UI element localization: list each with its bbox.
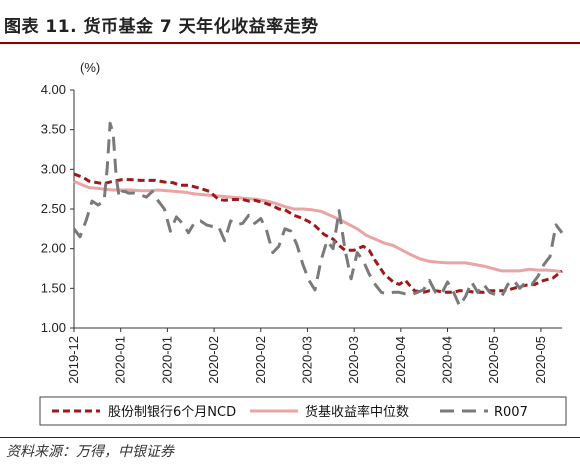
x-tick-label: 2020-03	[299, 336, 314, 384]
y-tick-label: 2.00	[41, 241, 66, 256]
title-divider	[0, 42, 580, 44]
x-tick-label: 2020-05	[486, 336, 501, 384]
chart-axes: 4.00 3.50 3.00 2.50 2.00 1.50 1.00 (%) 2019-12 20…	[41, 60, 562, 384]
y-tick-label: 1.00	[41, 320, 66, 335]
y-axis-unit-label: (%)	[80, 60, 100, 75]
x-tick-label: 2019-12	[66, 336, 81, 384]
y-tick-label: 3.00	[41, 161, 66, 176]
x-tick-label: 2020-02	[253, 336, 268, 384]
legend-box	[39, 396, 567, 426]
x-tick-label: 2020-02	[206, 336, 221, 384]
legend-label-1: 货基收益率中位数	[305, 404, 409, 420]
source-note: 资料来源：万得，中银证券	[6, 444, 174, 460]
chart-title: 图表 11. 货币基金 7 天年化收益率走势	[4, 17, 319, 37]
legend-label-0: 股份制银行6个月NCD	[108, 405, 236, 420]
y-tick-label: 4.00	[41, 82, 66, 97]
legend-label-2: R007	[494, 405, 528, 420]
x-tick-label: 2020-01	[113, 336, 128, 384]
x-tick-label: 2020-04	[393, 336, 408, 384]
source-divider	[0, 437, 580, 438]
chart-legend: 股份制银行6个月NCD 货基收益率中位数 R007	[39, 396, 567, 426]
y-tick-label: 1.50	[41, 280, 66, 295]
chart-series	[72, 121, 564, 308]
x-tick-label: 2020-01	[159, 336, 174, 384]
y-tick-label: 3.50	[41, 122, 66, 137]
x-tick-label: 2020-04	[440, 336, 455, 384]
line-chart: 4.00 3.50 3.00 2.50 2.00 1.50 1.00 (%) 2019-12 20…	[39, 60, 567, 426]
y-tick-label: 2.50	[41, 201, 66, 216]
x-tick-label: 2020-05	[533, 336, 548, 384]
x-tick-label: 2020-03	[346, 336, 361, 384]
series-line-2	[72, 121, 564, 308]
series-line-1	[73, 179, 563, 274]
